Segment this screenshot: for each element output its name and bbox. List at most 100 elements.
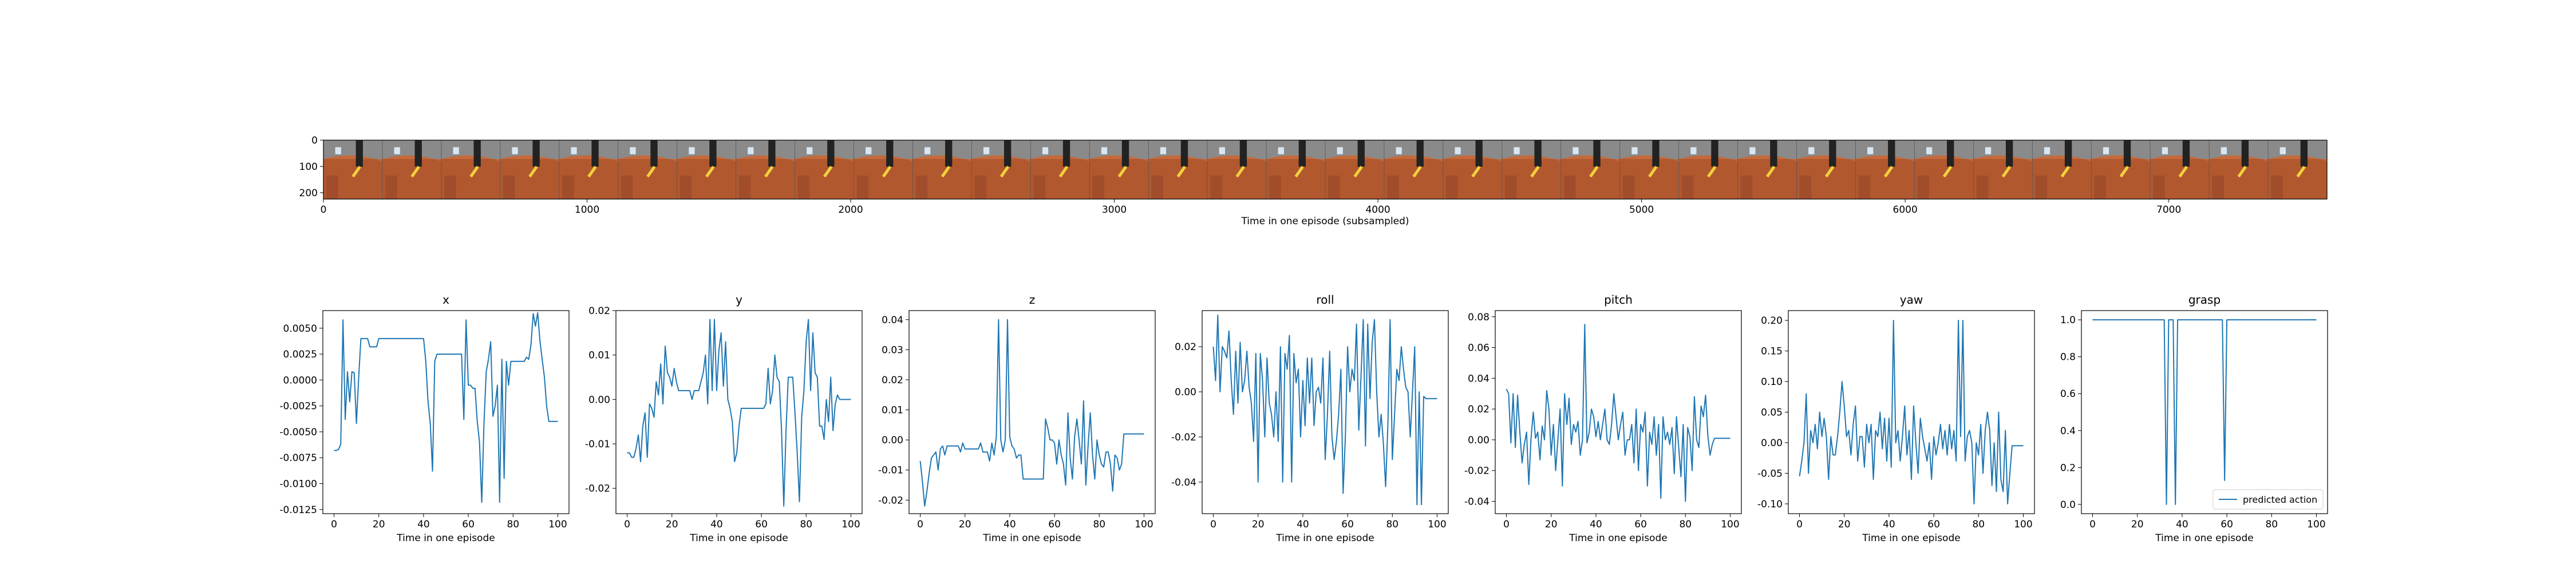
y-tick-label: -0.0125 [279,505,317,516]
plot-frame [615,310,863,514]
series-line-yaw [1799,320,2024,505]
x-axis-label: Time in one episode [2155,533,2253,544]
gripper-arm [827,140,835,167]
camera-frame [1443,140,1502,199]
camera-frame [2091,140,2151,199]
target-object [2044,147,2050,154]
pen-object [1648,165,1658,178]
chart-title: roll [1316,293,1334,307]
gripper-arm [1829,140,1836,167]
gripper-arm [1711,140,1718,167]
chart-panel-x: 0 20 40 60 80 100 0.0050 0.0025 0.0000 -0.0025 -0.… [279,293,570,544]
target-object [1690,147,1697,154]
y-tick-label: 0.01 [588,350,610,362]
y-tick-label: -0.0075 [279,452,317,464]
gripper-arm [1239,140,1247,167]
x-tick-label: 20 [373,519,385,530]
y-tick-label: 0.00 [1761,438,1783,449]
pen-object [1058,165,1069,178]
y-tick-label: -0.05 [1757,468,1783,479]
gripper-arm [2005,140,2013,167]
y-tick-label: -0.04 [1464,496,1490,507]
y-tick-label: 0.02 [588,305,610,317]
filmstrip-x-tick-label: 3000 [1102,204,1127,216]
x-tick-label: 20 [1252,519,1265,530]
x-tick-label: 80 [1679,519,1692,530]
x-tick-label: 80 [2265,519,2278,530]
pen-object [2237,165,2247,178]
gripper-arm [1003,140,1012,167]
camera-frame [1619,140,1679,199]
target-object [983,147,990,154]
target-object [1396,147,1402,154]
pen-object [705,165,715,178]
filmstrip-x-tick-label: 7000 [2156,204,2181,216]
camera-frame [323,140,382,199]
x-tick-label: 100 [2307,519,2325,530]
x-tick-label: 40 [417,519,430,530]
y-tick-label: 0.4 [2060,426,2076,437]
pen-object [764,165,774,178]
camera-frame [795,140,854,199]
plot-frame [1202,310,1449,514]
gripper-arm [1534,140,1542,167]
pen-object [999,165,1010,178]
chart-title: yaw [1900,293,1923,307]
x-axis-label: Time in one episode [689,533,788,544]
x-tick-label: 100 [1135,519,1153,530]
y-tick-label: 0.00 [1468,435,1490,446]
y-tick-label: 0.2 [2060,462,2076,474]
target-object [1808,147,1815,154]
y-tick-label: 0.20 [1761,315,1783,327]
series-line-y [627,319,851,507]
x-tick-label: 20 [959,519,971,530]
y-tick-label: 0.06 [1468,343,1490,354]
filmstrip-y-tick-label: 200 [299,188,318,199]
x-tick-label: 40 [1590,519,1602,530]
gripper-arm [2182,140,2190,167]
x-axis-label: Time in one episode [1275,533,1374,544]
y-tick-label: 0.05 [1761,407,1783,419]
camera-frame [1796,140,1856,199]
filmstrip-y-tick-label: 100 [299,161,318,173]
target-object [2221,147,2227,154]
legend-label: predicted action [2243,494,2317,505]
y-tick-label: 1.0 [2060,315,2076,326]
camera-frame [854,140,913,199]
camera-frame [559,140,618,199]
pen-object [351,165,361,178]
pen-object [1117,165,1128,178]
target-object [1631,147,1638,154]
chart-panel-y: 0 20 40 60 80 100 0.02 0.01 0.00 -0.01 -0.02 y Time … [585,293,863,544]
x-tick-label: 60 [2221,519,2233,530]
camera-frame [971,140,1031,199]
pen-object [2296,165,2306,178]
pen-object [1471,165,1481,178]
chart-title: pitch [1604,293,1633,307]
y-tick-label: -0.0100 [279,478,317,490]
pen-object [823,165,833,178]
legend-box [2212,489,2324,510]
target-object [748,147,754,154]
camera-frame [1502,140,1561,199]
series-line-roll [1212,314,1437,506]
gripper-arm [1121,140,1129,167]
filmstrip-x-tick-label: 4000 [1365,204,1390,216]
target-object [1160,147,1167,154]
camera-frame [1148,140,1208,199]
y-tick-label: -0.10 [1757,499,1783,510]
gripper-arm [2064,140,2072,167]
series-line-z [919,319,1144,507]
camera-frame [382,140,441,199]
filmstrip-x-tick-label: 1000 [575,204,599,216]
chart-panel-z: 0 20 40 60 80 100 0.04 0.03 0.02 0.01 0.00 -0.01 -0.… [878,293,1156,544]
y-tick-label: -0.0025 [279,401,317,412]
x-tick-label: 60 [1048,519,1061,530]
target-object [630,147,636,154]
pen-object [469,165,479,178]
target-object [571,147,577,154]
gripper-arm [1593,140,1601,167]
camera-frame [1207,140,1267,199]
pen-object [1707,165,1717,178]
plot-frame [322,310,570,514]
